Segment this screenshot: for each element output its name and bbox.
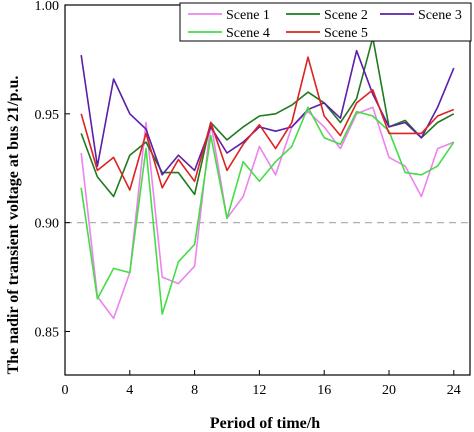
series-line-5 xyxy=(80,56,455,191)
y-tick-label: 0.95 xyxy=(35,108,60,123)
series-line-3 xyxy=(80,49,455,176)
plot-frame xyxy=(64,4,471,376)
legend-label-4: Scene 4 xyxy=(226,26,270,41)
x-tick-label: 16 xyxy=(317,383,331,398)
y-tick-label: 0.90 xyxy=(35,217,60,232)
legend-label-3: Scene 3 xyxy=(418,8,462,23)
x-tick-label: 12 xyxy=(252,383,266,398)
x-axis-title: Period of time/h xyxy=(210,415,320,432)
x-tick-label: 8 xyxy=(191,383,198,398)
y-axis-title: The nadir of transient voltage at bus 21… xyxy=(5,76,22,375)
series-line-1 xyxy=(80,106,455,320)
series-line-4 xyxy=(80,106,455,315)
legend-label-5: Scene 5 xyxy=(324,26,368,41)
x-tick-label: 20 xyxy=(382,383,396,398)
x-tick-label: 24 xyxy=(447,383,461,398)
y-tick-label: 1.00 xyxy=(35,0,60,14)
legend-label-1: Scene 1 xyxy=(226,8,270,23)
legend-label-2: Scene 2 xyxy=(324,8,368,23)
x-tick-label: 4 xyxy=(126,383,133,398)
y-tick-label: 0.85 xyxy=(35,325,60,340)
legend-box xyxy=(179,2,472,42)
x-tick-label: 0 xyxy=(62,383,69,398)
